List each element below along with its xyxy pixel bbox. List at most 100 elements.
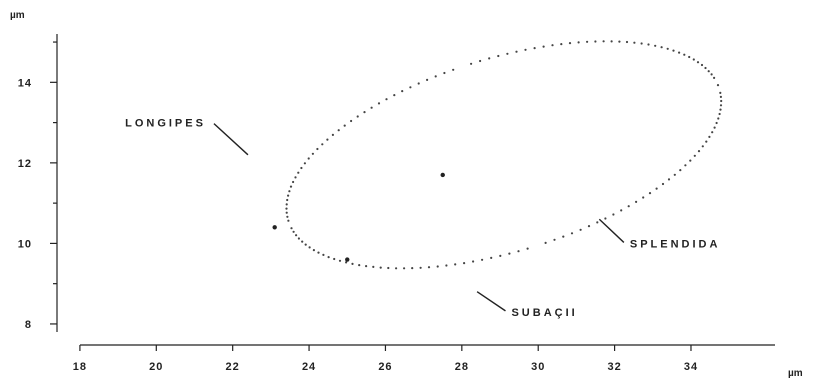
ellipse-dot xyxy=(308,246,311,249)
ellipse-dot xyxy=(300,166,303,170)
ellipse-dot xyxy=(426,78,429,81)
ellipse-dot xyxy=(618,40,621,43)
ellipse-dot xyxy=(370,106,373,109)
ellipse-dot xyxy=(345,261,348,264)
ellipse-dot xyxy=(286,215,289,218)
x-tick-label: 32 xyxy=(607,361,621,373)
ellipse-dot xyxy=(660,46,663,49)
ellipse-dot xyxy=(705,140,708,143)
ellipse-dot xyxy=(303,162,306,165)
ellipse-dot xyxy=(401,90,404,93)
chart-axes xyxy=(56,34,775,346)
ellipse-dot xyxy=(288,190,291,193)
ellipse-dot xyxy=(445,264,448,267)
ellipse-dot xyxy=(331,133,334,136)
ellipse-dot xyxy=(321,143,324,146)
ellipse-dot xyxy=(470,62,473,65)
ellipse-dot xyxy=(312,249,315,252)
ellipse-dot xyxy=(640,42,643,45)
y-tick-label: 10 xyxy=(18,238,32,250)
ellipse-dot xyxy=(577,41,580,44)
ellipse-dot xyxy=(688,55,691,59)
ellipse-dot xyxy=(560,43,563,46)
ellipse-dot xyxy=(693,154,696,157)
ellipse-dot xyxy=(666,47,669,50)
ellipse-dot xyxy=(292,230,295,233)
ellipse-dot xyxy=(524,48,527,51)
ellipse-dot xyxy=(393,94,396,97)
ellipse-dot xyxy=(679,169,682,172)
ellipse-dot xyxy=(568,42,572,45)
ellipse-dot xyxy=(290,227,293,230)
ellipse-dot xyxy=(427,266,431,269)
ellipse-dot xyxy=(365,265,368,268)
ellipse-dot xyxy=(655,187,658,190)
ellipse-dot xyxy=(683,53,686,56)
y-tick-label: 8 xyxy=(25,319,32,331)
ellipse-dot xyxy=(570,232,574,235)
ellipse-dot xyxy=(612,213,615,216)
ellipse-dot xyxy=(287,194,290,197)
ellipse-dot xyxy=(635,200,638,203)
ellipse-dot xyxy=(713,126,716,129)
ellipse-dot xyxy=(436,265,439,268)
annotation-leader-line xyxy=(213,123,249,156)
ellipse-dot xyxy=(490,256,493,259)
ellipse-dot xyxy=(551,44,554,47)
ellipse-dot xyxy=(327,256,330,259)
x-axis-label: µm xyxy=(788,368,803,379)
ellipse-dot xyxy=(719,95,723,98)
ellipse-dot xyxy=(506,52,509,55)
ellipse-dot xyxy=(684,164,687,167)
ellipse-dot xyxy=(343,124,346,127)
ellipse-dot xyxy=(338,259,342,262)
ellipse-dot xyxy=(587,225,591,228)
ellipse-dot xyxy=(533,47,536,50)
ellipse-dot xyxy=(672,49,675,52)
y-axis-label: µm xyxy=(10,10,25,21)
ellipse-dot xyxy=(351,262,354,265)
ellipse-dot xyxy=(586,40,589,43)
annotation-label: SUBAÇII xyxy=(511,307,577,319)
ellipse-dot xyxy=(409,86,412,89)
x-tick-label: 20 xyxy=(149,361,163,373)
ellipse-dot xyxy=(333,257,336,261)
ellipse-dot xyxy=(542,45,545,48)
ellipse-dot xyxy=(718,112,721,116)
ellipse-dot xyxy=(481,258,484,261)
annotation-leader-line xyxy=(598,218,625,243)
ellipse-dot xyxy=(648,192,652,195)
y-tick-label: 12 xyxy=(18,158,32,170)
ellipse-dot xyxy=(700,63,704,67)
ellipse-dot xyxy=(647,43,650,46)
annotation-label: LONGIPES xyxy=(125,118,206,130)
ellipse-dot xyxy=(620,209,623,212)
ellipse-dot xyxy=(295,234,298,237)
ellipse-dot xyxy=(716,84,720,87)
ellipse-dot xyxy=(356,115,359,118)
ellipse-dot xyxy=(719,108,722,111)
ellipse-dot xyxy=(443,71,446,75)
ellipse-dot xyxy=(717,117,720,120)
ellipse-dot xyxy=(387,266,390,270)
ellipse-dot xyxy=(497,54,500,58)
ellipse-dot xyxy=(395,267,398,270)
ellipse-dot xyxy=(294,176,297,179)
ellipse-dot xyxy=(713,76,716,79)
ellipse-dot xyxy=(358,264,361,267)
ellipse-dot xyxy=(322,253,325,256)
ellipse-dot xyxy=(610,40,613,43)
ellipse-dot xyxy=(517,250,520,253)
data-points xyxy=(272,172,445,262)
ellipse-dot xyxy=(720,99,723,103)
ellipse-dot xyxy=(316,147,319,151)
y-ticks: 8 10 12 14 xyxy=(18,41,57,331)
ellipse-dot xyxy=(463,262,466,265)
ellipse-dot xyxy=(661,182,665,186)
ellipse-dot xyxy=(411,267,414,270)
ellipse-dot xyxy=(526,247,529,250)
annotation-label: SPLENDIDA xyxy=(630,238,721,250)
ellipse-dot xyxy=(286,198,289,202)
ellipse-dot xyxy=(403,267,406,270)
